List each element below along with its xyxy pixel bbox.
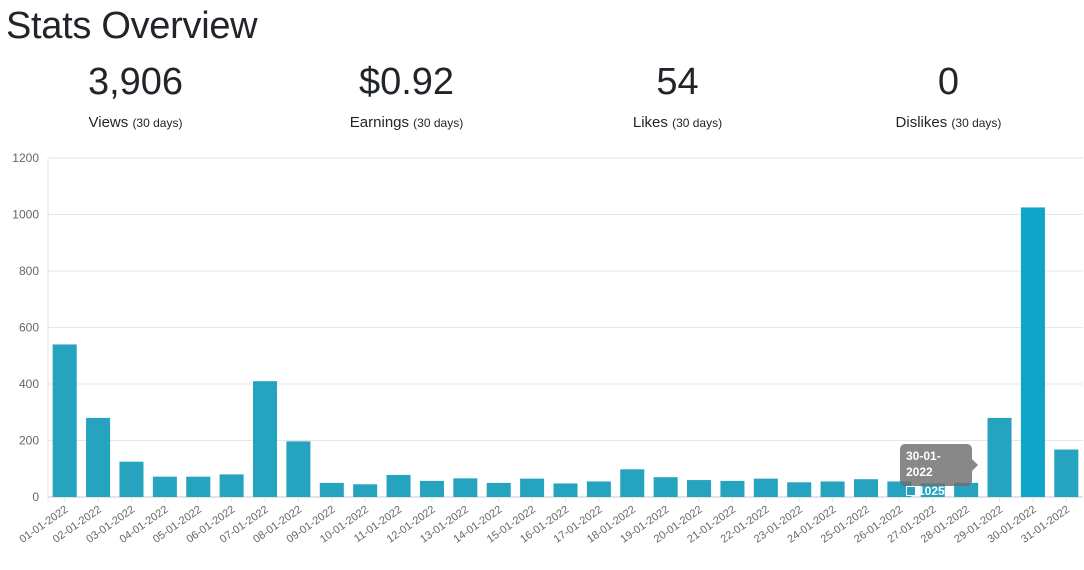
bar bbox=[219, 474, 244, 497]
bar bbox=[920, 483, 945, 497]
stat-views: 3,906 Views (30 days) bbox=[0, 56, 271, 134]
stat-views-value: 3,906 bbox=[87, 61, 184, 103]
stat-earnings: $0.92 Earnings (30 days) bbox=[271, 56, 542, 134]
bar bbox=[853, 479, 879, 497]
stat-views-label-text: Views bbox=[88, 114, 129, 131]
bar bbox=[119, 461, 144, 497]
bar bbox=[720, 480, 745, 497]
bar bbox=[86, 417, 111, 497]
chart-tooltip: 30-01-2022 1025 bbox=[900, 444, 978, 498]
bar bbox=[653, 477, 678, 497]
bar bbox=[1054, 449, 1079, 497]
stats-row: 3,906 Views (30 days) $0.92 Earnings (30… bbox=[0, 56, 1084, 140]
bar bbox=[286, 441, 311, 497]
bar bbox=[1020, 207, 1045, 497]
bar bbox=[787, 482, 812, 497]
stat-likes: 54 Likes (30 days) bbox=[542, 56, 813, 134]
y-tick-label: 600 bbox=[19, 321, 39, 335]
views-bar-chart: 02004006008001000120001-01-202202-01-202… bbox=[12, 151, 1083, 546]
bar bbox=[820, 481, 845, 497]
page-title: Stats Overview bbox=[6, 5, 258, 47]
y-tick-label: 400 bbox=[19, 377, 39, 391]
bar bbox=[353, 484, 378, 497]
tooltip-title: 30-01-2022 bbox=[906, 449, 941, 479]
stat-dislikes-label-text: Dislikes bbox=[895, 114, 948, 131]
stat-earnings-label-text: Earnings bbox=[349, 114, 409, 131]
bar bbox=[620, 469, 645, 497]
tooltip-row: 1025 bbox=[906, 482, 966, 500]
bar bbox=[553, 483, 578, 497]
stat-earnings-value: $0.92 bbox=[358, 61, 455, 103]
views-chart: 0 200 400 600 800 1000 1200 01-01-2022 02-01-202… bbox=[0, 148, 1084, 565]
tooltip-swatch bbox=[906, 486, 916, 496]
stat-dislikes-value: 0 bbox=[937, 61, 960, 103]
bar bbox=[319, 482, 344, 497]
bar bbox=[987, 417, 1012, 497]
bar bbox=[586, 481, 611, 497]
y-tick-label: 800 bbox=[19, 264, 39, 278]
bar bbox=[52, 344, 77, 497]
bar bbox=[386, 474, 411, 497]
stat-views-label: Views (30 days) bbox=[0, 112, 271, 134]
bar bbox=[520, 478, 545, 497]
stat-dislikes-period: (30 days) bbox=[951, 116, 1002, 130]
y-tick-label: 1000 bbox=[12, 208, 39, 222]
stat-likes-period: (30 days) bbox=[672, 116, 723, 130]
bar bbox=[186, 476, 211, 497]
stat-earnings-period: (30 days) bbox=[413, 116, 464, 130]
bar bbox=[687, 480, 712, 497]
bar bbox=[152, 476, 177, 497]
stat-likes-value: 54 bbox=[656, 61, 699, 103]
stat-dislikes-label: Dislikes (30 days) bbox=[813, 112, 1084, 134]
bar bbox=[954, 482, 979, 497]
stat-likes-label: Likes (30 days) bbox=[542, 112, 813, 134]
y-tick-label: 0 bbox=[32, 490, 39, 504]
y-tick-label: 200 bbox=[19, 434, 39, 448]
stat-dislikes: 0 Dislikes (30 days) bbox=[813, 56, 1084, 134]
stat-earnings-label: Earnings (30 days) bbox=[271, 112, 542, 134]
bar bbox=[453, 478, 478, 497]
tooltip-value: 1025 bbox=[918, 484, 945, 498]
bar bbox=[252, 381, 278, 497]
stat-views-period: (30 days) bbox=[132, 116, 183, 130]
bar bbox=[753, 478, 778, 497]
y-tick-label: 1200 bbox=[12, 151, 39, 165]
bar bbox=[486, 482, 511, 497]
bar bbox=[419, 480, 444, 497]
stat-likes-label-text: Likes bbox=[632, 114, 668, 131]
